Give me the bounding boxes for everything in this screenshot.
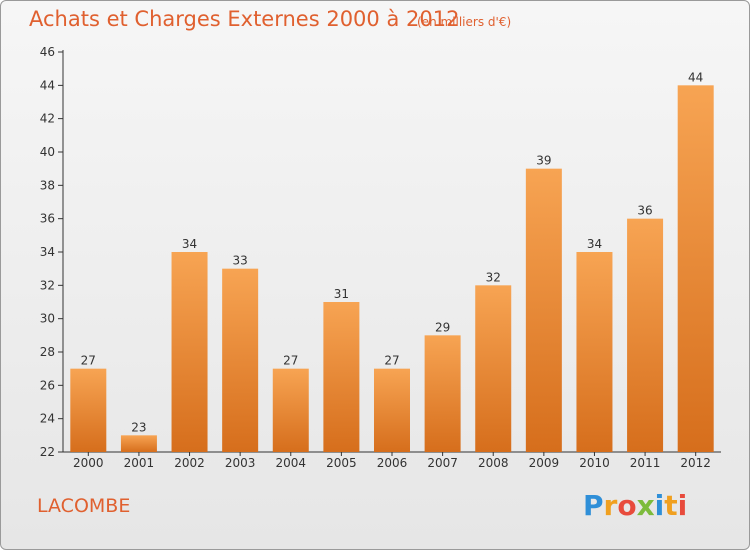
bar	[323, 302, 360, 452]
data-label: 27	[384, 354, 399, 368]
data-label: 33	[233, 254, 248, 268]
commune-name: LACOMBE	[37, 495, 131, 517]
x-tick-label: 2011	[630, 456, 661, 470]
bar	[222, 268, 259, 452]
x-tick-label: 2008	[478, 456, 509, 470]
x-tick-label: 2004	[275, 456, 306, 470]
x-tick-label: 2005	[326, 456, 357, 470]
bars-group	[70, 85, 714, 452]
x-tick-label: 2001	[124, 456, 155, 470]
data-label: 27	[81, 354, 96, 368]
y-tick-label: 42	[40, 112, 55, 126]
data-label: 32	[486, 270, 501, 284]
x-tick-label: 2010	[579, 456, 610, 470]
bar	[576, 252, 613, 452]
data-labels-group: 27 23 34 33 27 31 27 29 32 39 34 36 44	[81, 70, 704, 434]
bar	[475, 285, 512, 452]
x-tick-label: 2009	[529, 456, 560, 470]
bar	[272, 368, 309, 452]
bar	[374, 368, 410, 452]
y-tick-label: 24	[40, 412, 55, 426]
y-tick-label: 46	[40, 45, 55, 59]
y-tick-label: 22	[40, 445, 55, 459]
data-label: 29	[435, 320, 450, 334]
data-label: 36	[637, 204, 652, 218]
x-tick-label: 2007	[427, 456, 458, 470]
bar	[677, 85, 714, 452]
data-label: 31	[334, 287, 349, 301]
bar	[120, 435, 157, 452]
y-tick-label: 28	[40, 345, 55, 359]
data-label: 27	[283, 354, 298, 368]
y-tick-label: 44	[40, 78, 55, 92]
y-tick-label: 26	[40, 378, 55, 392]
x-tick-label: 2000	[73, 456, 104, 470]
x-axis: 2000 2001 2002 2003 2004 2005 2006 2007 2008 2009…	[63, 451, 721, 470]
y-tick-label: 36	[40, 212, 55, 226]
chart-title: Achats et Charges Externes 2000 à 2012	[29, 7, 460, 31]
y-tick-label: 40	[40, 145, 55, 159]
bar	[171, 252, 208, 452]
data-label: 44	[688, 70, 703, 84]
bar	[525, 168, 562, 452]
bar	[424, 335, 461, 452]
y-axis: 22 24 26 28 30 32 34 36 38 40 42 44 46	[40, 45, 64, 459]
x-tick-label: 2002	[174, 456, 205, 470]
bar	[70, 368, 107, 452]
y-tick-label: 30	[40, 312, 55, 326]
y-tick-label: 32	[40, 278, 55, 292]
data-label: 23	[131, 420, 146, 434]
bar	[627, 218, 664, 452]
data-label: 34	[182, 237, 197, 251]
y-tick-label: 38	[40, 178, 55, 192]
x-tick-label: 2003	[225, 456, 256, 470]
data-label: 34	[587, 237, 602, 251]
y-tick-label: 34	[40, 245, 55, 259]
x-tick-label: 2012	[680, 456, 711, 470]
chart-unit: (en milliers d'€)	[417, 15, 512, 29]
data-label: 39	[536, 154, 551, 168]
proxiti-logo[interactable]: Proxiti	[583, 489, 688, 522]
x-tick-label: 2006	[377, 456, 408, 470]
